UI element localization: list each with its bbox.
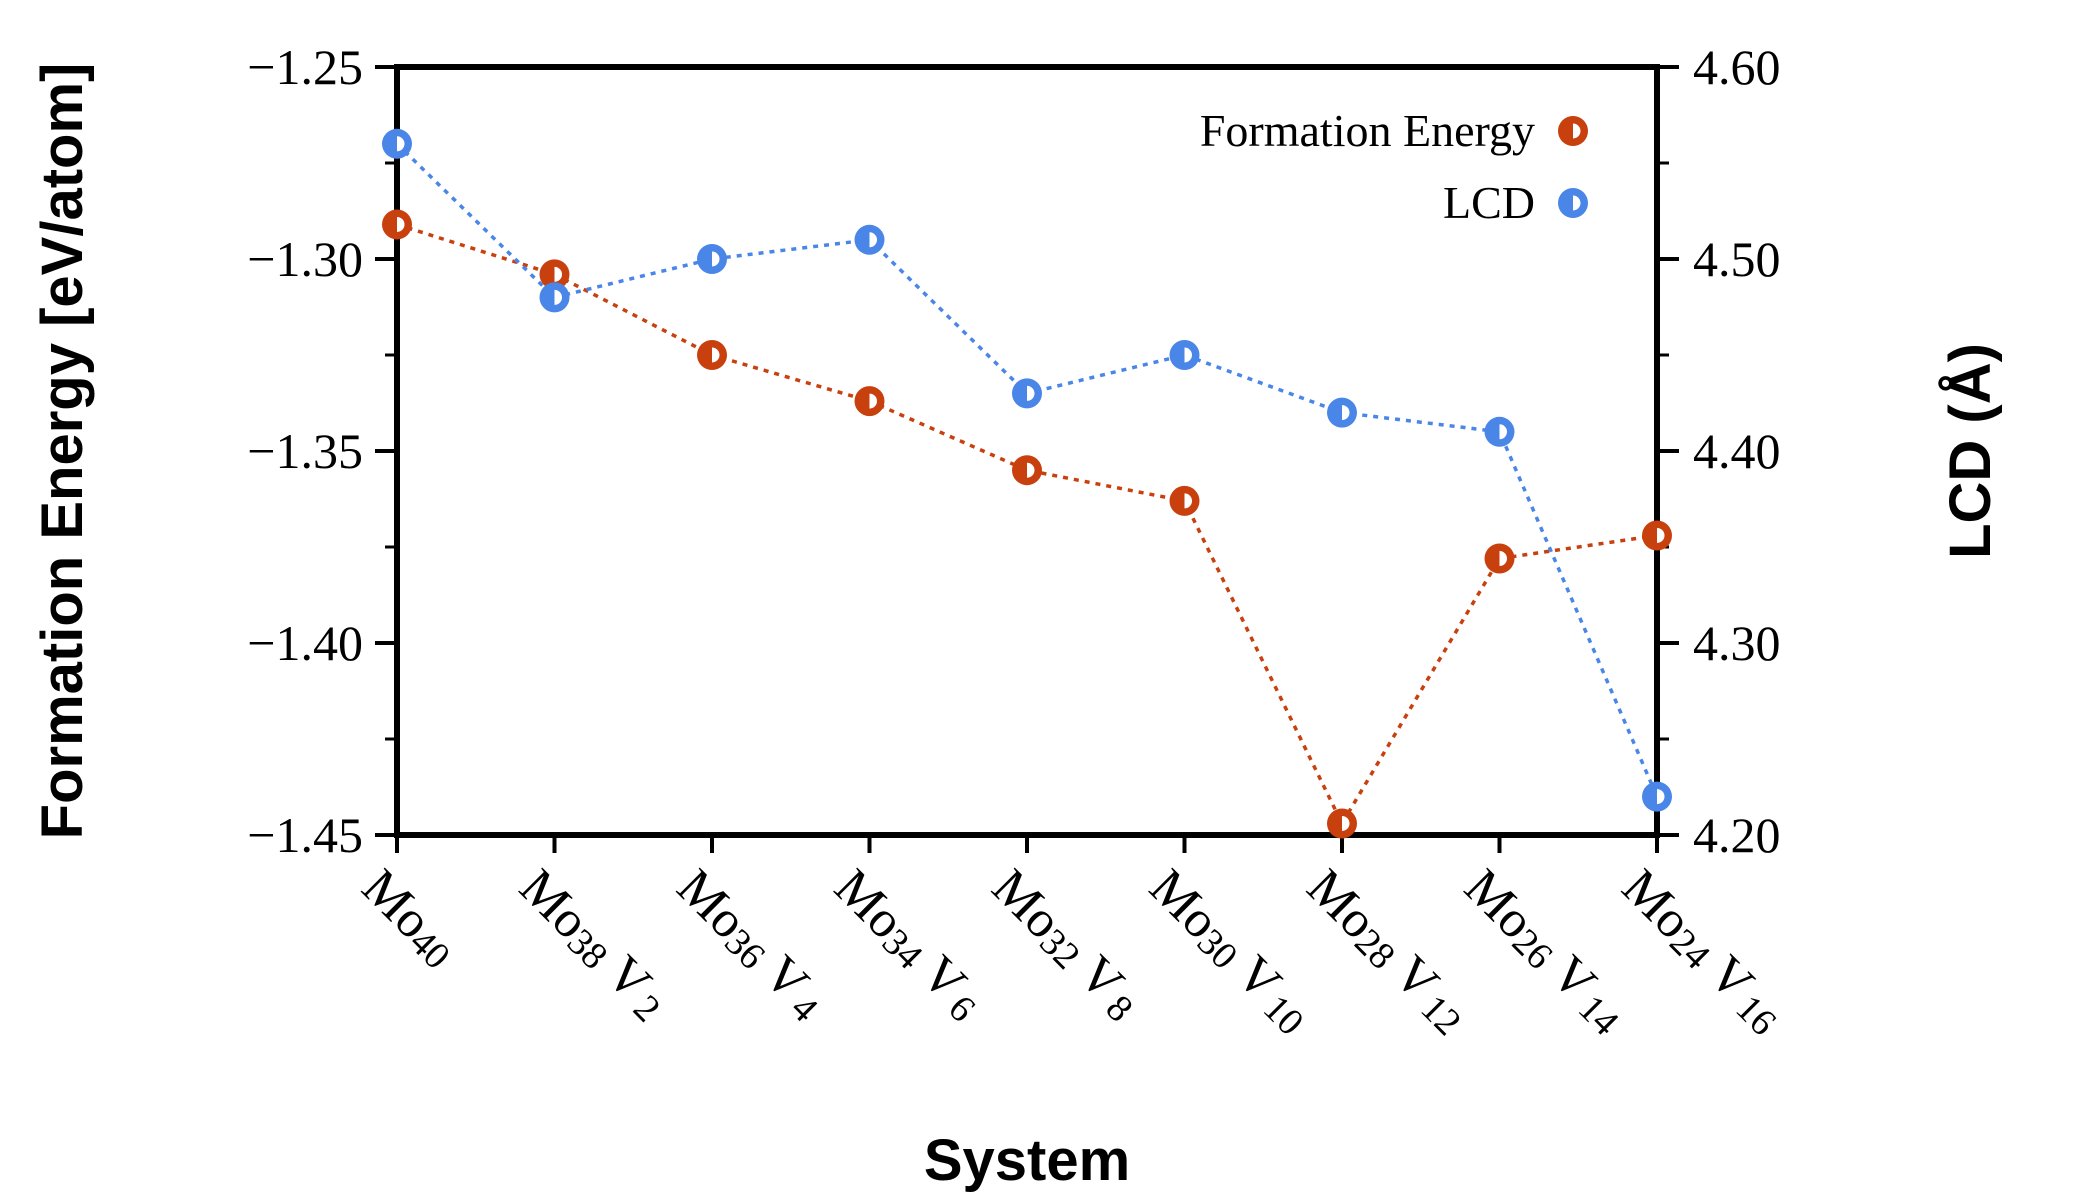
data-point-lcd (1642, 781, 1672, 812)
x-tick-label: Mo24V16 (1610, 859, 1795, 1044)
x-tick-label: Mo40 (350, 859, 469, 978)
x-axis: Mo40 Mo38V2Mo36V4Mo34V6Mo32V8Mo30V10Mo28V… (350, 835, 1795, 1044)
y2-axis-title: LCD (Å) (1938, 343, 2003, 559)
data-point-lcd (854, 224, 885, 255)
legend-marker (1558, 116, 1588, 146)
data-point-lcd (382, 128, 412, 159)
x-tick-label: Mo28V12 (1295, 859, 1480, 1044)
y2-tick-label: 4.50 (1693, 231, 1781, 287)
data-point-formation-energy (697, 340, 727, 370)
data-point-lcd (697, 244, 727, 274)
y2-tick-label: 4.20 (1693, 807, 1781, 863)
data-point-formation-energy (854, 386, 885, 417)
x-tick-label: Mo38V2 (508, 859, 680, 1031)
x-tick-label: Mo32V8 (980, 859, 1152, 1031)
series-layer (382, 128, 1672, 839)
y-tick-label: −1.45 (247, 807, 363, 863)
data-point-lcd (1169, 340, 1200, 370)
data-point-lcd (1327, 397, 1357, 428)
x-tick-label: Mo36V4 (665, 859, 837, 1031)
y2-tick-label: 4.30 (1693, 615, 1781, 671)
data-point-formation-energy (1642, 520, 1672, 551)
left-axis: −1.25 −1.30 −1.35 −1.40 −1.45 (247, 39, 397, 863)
y-tick-label: −1.35 (247, 423, 363, 479)
data-point-formation-energy (1484, 543, 1515, 574)
legend-label: Formation Energy (1200, 105, 1535, 156)
data-point-formation-energy (539, 259, 570, 290)
data-point-lcd (1484, 416, 1515, 447)
series-line-formation-energy (396, 222, 1658, 828)
data-point-lcd (539, 282, 570, 313)
data-point-formation-energy (382, 209, 412, 240)
data-point-formation-energy (1012, 455, 1042, 486)
x-tick-label: Mo34V6 (823, 859, 995, 1031)
legend-label: LCD (1443, 177, 1535, 228)
y-tick-label: −1.40 (247, 615, 363, 671)
data-point-lcd (1012, 378, 1042, 409)
legend: Formation Energy LCD (1200, 105, 1588, 228)
data-point-formation-energy (1169, 485, 1200, 516)
x-tick-label: Mo26V14 (1453, 859, 1638, 1044)
y2-tick-label: 4.60 (1693, 39, 1781, 95)
y-axis-title: Formation Energy [eV/atom] (30, 63, 95, 840)
y-tick-label: −1.30 (247, 231, 363, 287)
data-point-formation-energy (1327, 808, 1357, 839)
x-axis-title: System (924, 1128, 1130, 1193)
legend-marker (1558, 188, 1588, 218)
x-tick-label: Mo30V10 (1138, 859, 1323, 1044)
y-tick-label: −1.25 (247, 39, 363, 95)
right-axis: 4.60 4.50 4.40 4.30 4.20 (1657, 39, 1781, 863)
y2-tick-label: 4.40 (1693, 423, 1781, 479)
